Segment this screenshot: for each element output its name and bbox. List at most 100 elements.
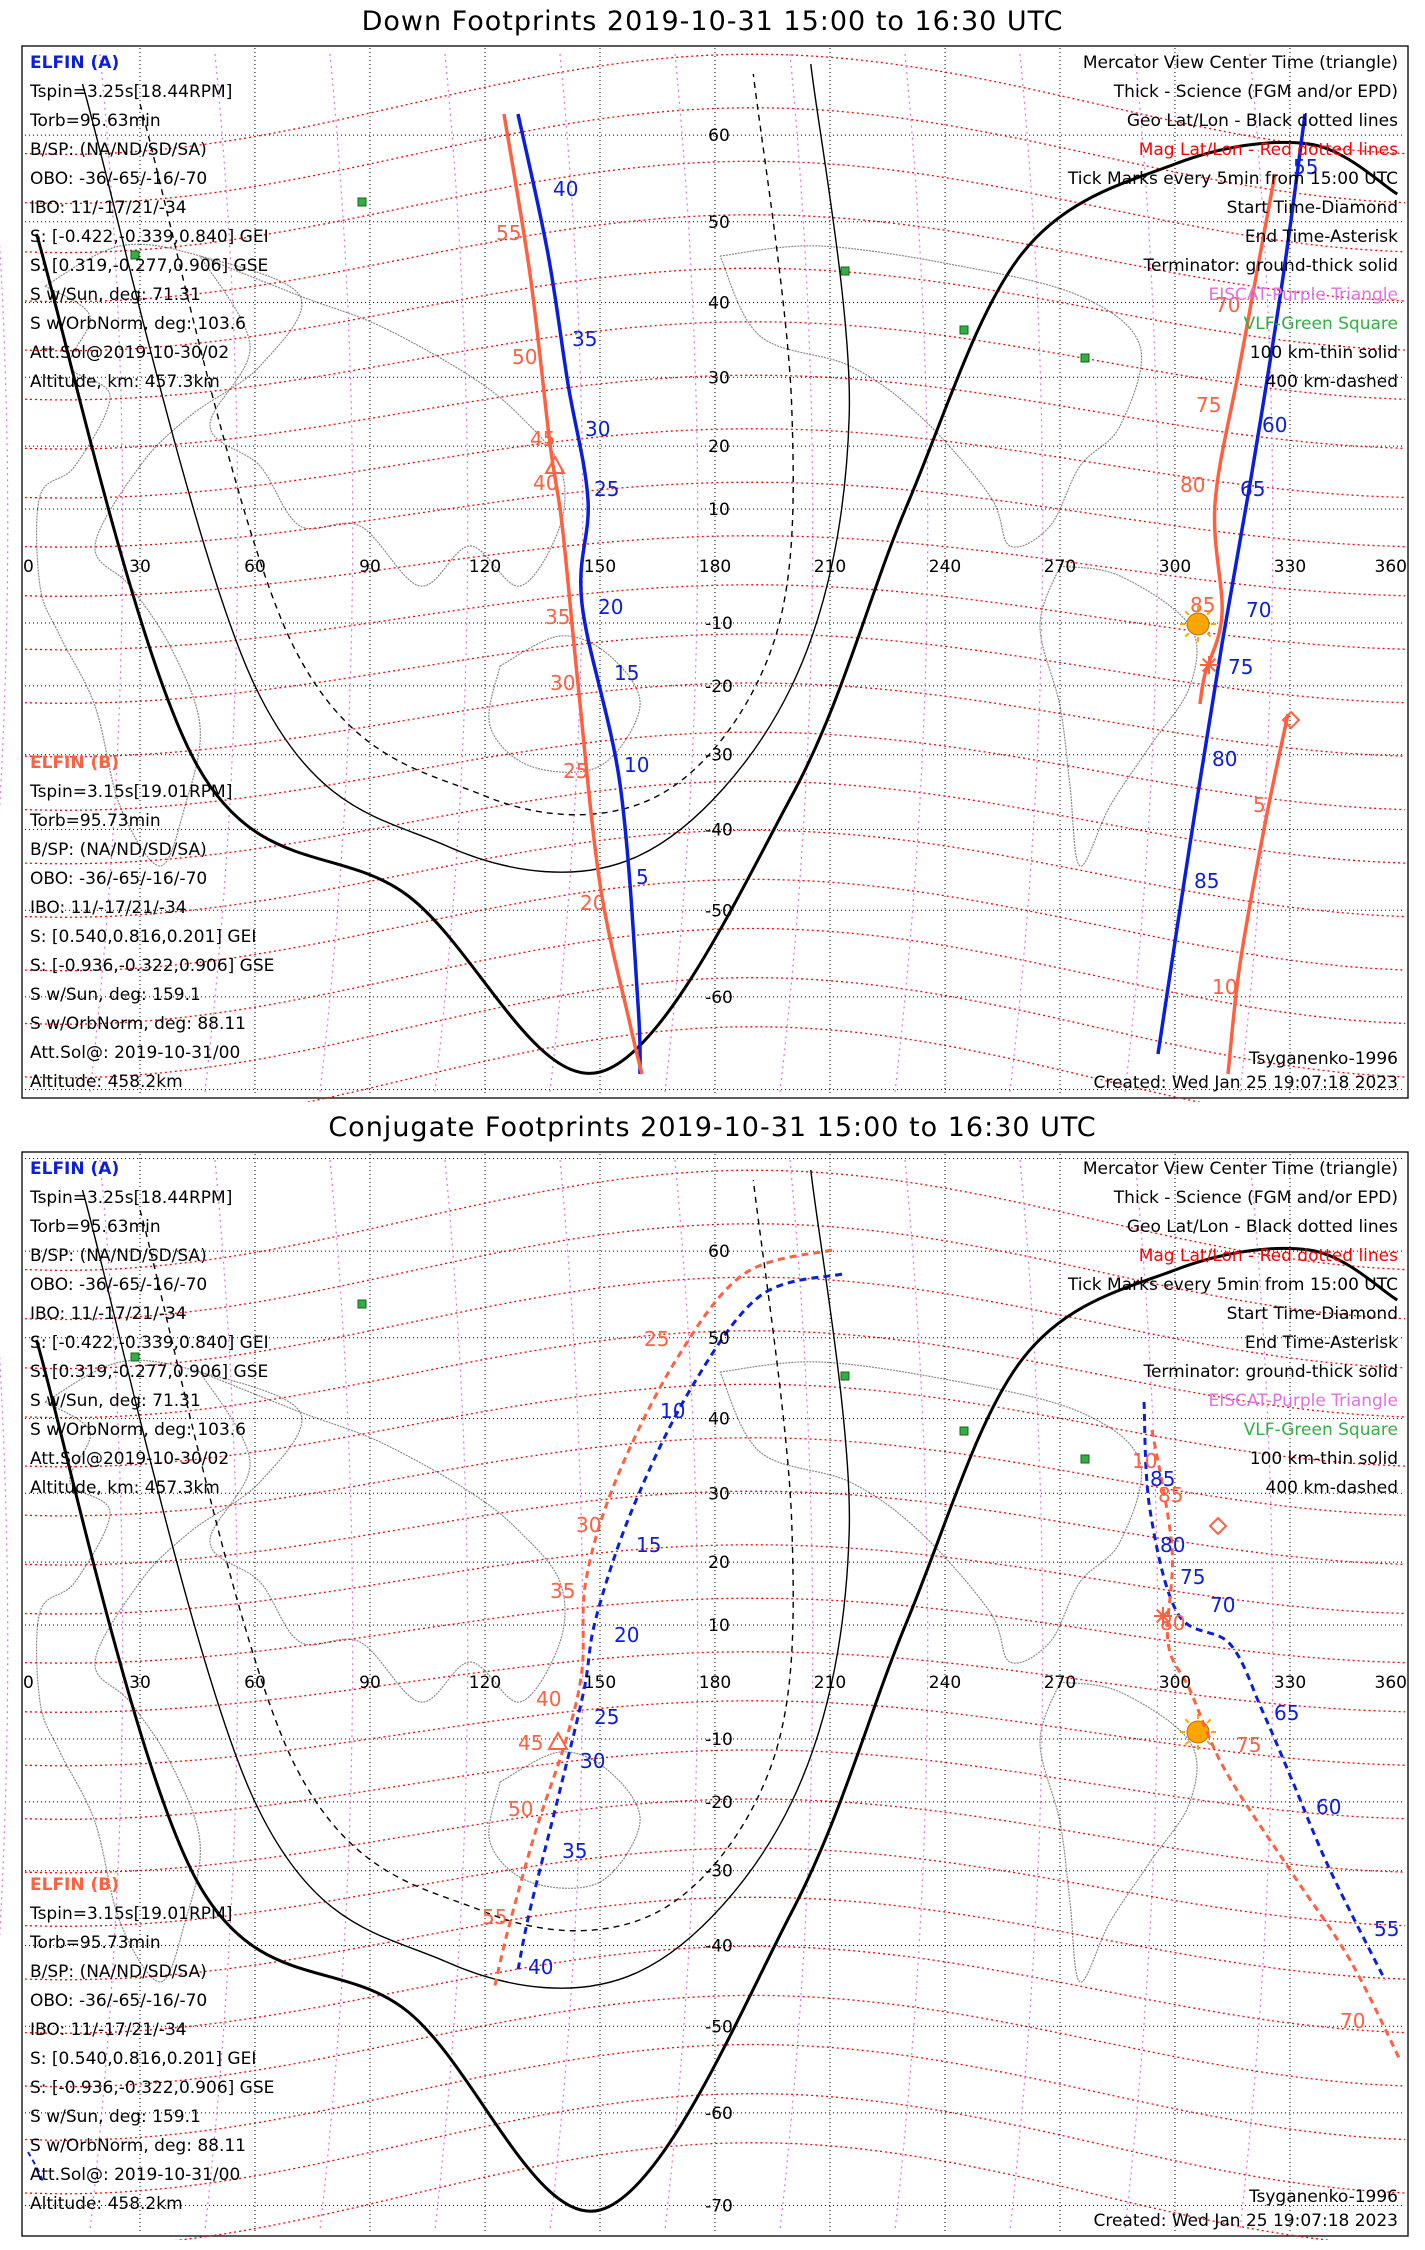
mag-latitude-line bbox=[24, 977, 1406, 1079]
mag-latitude-line bbox=[174, 2142, 1333, 2240]
panel-title-conjugate: Conjugate Footprints 2019-10-31 15:00 to… bbox=[328, 1112, 1097, 1143]
continent-outline bbox=[35, 243, 303, 867]
mag-latitude-line bbox=[24, 1330, 1406, 1419]
track-tick-label: 75 bbox=[1196, 393, 1221, 417]
sun-ray bbox=[1184, 610, 1190, 616]
legend-entry: Mag Lat/Lon - Red dotted lines bbox=[1139, 140, 1398, 160]
track-tick-label: 30 bbox=[576, 1513, 601, 1537]
legend-entry: End Time-Asterisk bbox=[1245, 227, 1398, 247]
elfin-b-info-line: S w/OrbNorm, deg: 88.11 bbox=[30, 2136, 246, 2156]
elfin-b-info-line: S w/OrbNorm, deg: 88.11 bbox=[30, 1014, 246, 1034]
elfin-b-info-line: Tspin=3.15s[19.01RPM] bbox=[29, 782, 232, 802]
track-tick-label: 25 bbox=[594, 1705, 619, 1729]
elfin-b-info-line: B/SP: (NA/ND/SD/SA) bbox=[30, 1962, 207, 1982]
elfin-a-info-line: B/SP: (NA/ND/SD/SA) bbox=[30, 140, 207, 160]
mag-latitude-line bbox=[24, 1597, 1406, 1664]
longitude-tick-label: 210 bbox=[814, 1673, 846, 1693]
longitude-tick-label: 330 bbox=[1274, 557, 1306, 577]
track-tick-label: 35 bbox=[562, 1839, 587, 1863]
latitude-tick-label: -10 bbox=[705, 614, 733, 634]
mag-latitude-line bbox=[24, 1437, 1406, 1517]
longitude-tick-label: 180 bbox=[699, 1673, 731, 1693]
longitude-tick-label: 30 bbox=[129, 1673, 151, 1693]
sun-ray bbox=[1206, 610, 1212, 616]
start-time-diamond bbox=[1281, 710, 1301, 730]
legend-entry: Start Time-Diamond bbox=[1227, 198, 1398, 218]
track-tick-label: 10 bbox=[624, 753, 649, 777]
elfin-a-conjugate-track-edge bbox=[27, 2151, 45, 2185]
vlf-station-marker bbox=[840, 266, 850, 276]
mag-latitude-line bbox=[24, 1700, 1406, 1767]
longitude-tick-label: 60 bbox=[244, 557, 266, 577]
legend-entry: 400 km-dashed bbox=[1266, 372, 1398, 392]
elfin-a-info-line: OBO: -36/-65/-16/-70 bbox=[30, 1275, 207, 1295]
mag-latitude-line bbox=[24, 927, 1406, 1025]
legend-entry: EISCAT-Purple Triangle bbox=[1208, 285, 1398, 305]
latitude-tick-label: 20 bbox=[708, 437, 730, 457]
ground-terminator bbox=[35, 1246, 1399, 2213]
latitude-tick-label: -40 bbox=[705, 1937, 733, 1957]
legend-entry: Mercator View Center Time (triangle) bbox=[1083, 53, 1398, 73]
elfin-a-info-line: Altitude, km: 457.3km bbox=[30, 1478, 220, 1498]
latitude-tick-label: -30 bbox=[705, 1862, 733, 1882]
elfin-b-info-line: S: [0.540,0.816,0.201] GEI bbox=[30, 2049, 256, 2069]
track-tick-label: 30 bbox=[585, 417, 610, 441]
elfin-b-track-west bbox=[502, 113, 644, 1075]
mag-grid-group bbox=[24, 53, 1406, 1102]
mag-latitude-line bbox=[24, 535, 1406, 597]
elfin-a-info-line: S: [-0.422,-0.339,0.840] GEI bbox=[30, 1333, 269, 1353]
latitude-tick-label: 20 bbox=[708, 1553, 730, 1573]
legend-entry: Thick - Science (FGM and/or EPD) bbox=[1113, 82, 1398, 102]
sun-ray bbox=[1206, 1718, 1212, 1724]
vlf-station-marker bbox=[1080, 1454, 1090, 1464]
elfin-b-info-block: ELFIN (B) Tspin=3.15s[19.01RPM] Torb=95.73… bbox=[29, 753, 274, 1092]
legend-entry: Terminator: ground-thick solid bbox=[1142, 1362, 1398, 1382]
longitude-tick-label: 30 bbox=[129, 557, 151, 577]
legend-block: Mercator View Center Time (triangle) Thic… bbox=[1067, 1159, 1398, 1498]
mag-latitude-line bbox=[24, 1945, 1406, 2034]
mag-latitude-line bbox=[24, 1896, 1406, 1981]
latitude-tick-label: 60 bbox=[708, 126, 730, 146]
longitude-tick-label: 300 bbox=[1159, 557, 1191, 577]
vlf-station-marker bbox=[130, 1352, 140, 1362]
start-time-diamond bbox=[1208, 1516, 1228, 1536]
legend-entry: Start Time-Diamond bbox=[1227, 1304, 1398, 1324]
legend-entry: 100 km-thin solid bbox=[1250, 343, 1398, 363]
elfin-a-info-line: S w/OrbNorm, deg: 103.6 bbox=[30, 1420, 246, 1440]
track-tick-label: 70 bbox=[1340, 2009, 1365, 2033]
mag-latitude-line bbox=[24, 829, 1406, 918]
track-tick-label: 15 bbox=[614, 661, 639, 685]
terminator-group bbox=[35, 63, 1399, 1075]
track-tick-label: 55 bbox=[1374, 1917, 1399, 1941]
elfin-a-track-east bbox=[1156, 113, 1307, 1055]
track-tick-label: 60 bbox=[1262, 413, 1287, 437]
vlf-station-marker bbox=[840, 1371, 850, 1381]
continent-outline bbox=[35, 1359, 303, 1983]
elfin-a-info-line: B/SP: (NA/ND/SD/SA) bbox=[30, 1246, 207, 1266]
track-tick-label: 60 bbox=[1316, 1795, 1341, 1819]
sun-icon bbox=[1186, 612, 1210, 636]
mag-latitude-line bbox=[24, 107, 1406, 205]
mag-latitude-line bbox=[24, 1798, 1406, 1874]
track-tick-label: 55 bbox=[1293, 155, 1318, 179]
mag-meridian bbox=[0, 240, 9, 812]
latitude-tick-label: 40 bbox=[708, 1409, 730, 1429]
mag-meridian bbox=[894, 1159, 929, 2231]
model-name: Tsyganenko-1996 bbox=[1248, 1049, 1398, 1069]
latitude-tick-label: -60 bbox=[705, 988, 733, 1008]
longitude-tick-label: 270 bbox=[1044, 1673, 1076, 1693]
elfin-b-info-line: Att.Sol@: 2019-10-31/00 bbox=[30, 2165, 240, 2185]
track-tick-label: 75 bbox=[1228, 655, 1253, 679]
elfin-a-info-line: S: [-0.422,-0.339,0.840] GEI bbox=[30, 227, 269, 247]
elfin-a-info-line: Altitude, km: 457.3km bbox=[30, 372, 220, 392]
longitude-tick-label: 360 bbox=[1375, 1673, 1407, 1693]
mag-latitude-line bbox=[24, 1276, 1406, 1370]
model-name: Tsyganenko-1996 bbox=[1248, 2187, 1398, 2207]
track-tick-label: 25 bbox=[563, 759, 588, 783]
mag-latitude-line bbox=[24, 1223, 1406, 1321]
continent-outline bbox=[199, 1371, 566, 1703]
latitude-tick-label: -70 bbox=[705, 2197, 733, 2217]
mag-latitude-line bbox=[24, 1383, 1406, 1468]
elfin-b-track-east bbox=[1198, 173, 1277, 705]
track-tick-label: 55 bbox=[496, 221, 521, 245]
